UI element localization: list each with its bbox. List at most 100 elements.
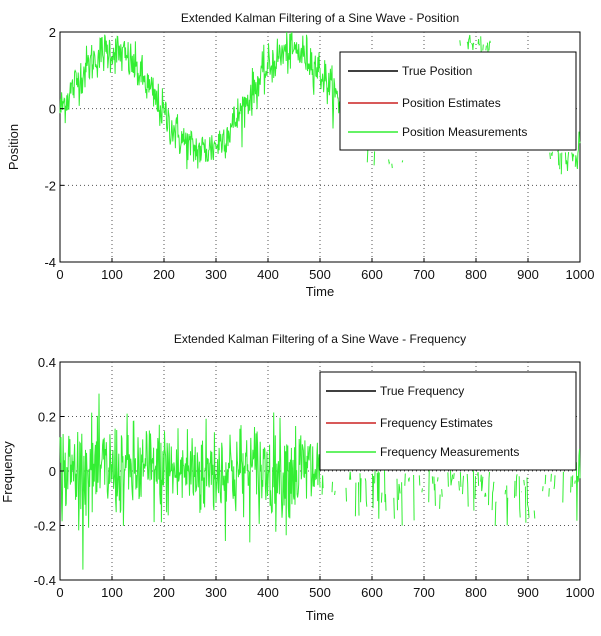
- measurements-line: [524, 486, 527, 523]
- measurements-line: [485, 45, 487, 51]
- measurements-line: [431, 476, 434, 484]
- x-tick-label: 900: [517, 267, 539, 282]
- measurements-line: [506, 485, 509, 526]
- position-y-ticks: -4 -2 0 2: [44, 25, 64, 270]
- position-legend: True Position Position Estimates Positio…: [339, 51, 577, 151]
- measurements-line: [491, 481, 495, 511]
- position-grid: [60, 32, 580, 262]
- measurements-line: [398, 483, 401, 500]
- measurements-line: [354, 482, 357, 517]
- measurements-line: [321, 475, 324, 495]
- measurements-line: [59, 393, 321, 570]
- frequency-series: [59, 393, 581, 570]
- measurements-line: [59, 31, 341, 170]
- measurements-line: [472, 470, 475, 511]
- measurements-line: [374, 470, 376, 484]
- measurements-line: [550, 473, 552, 482]
- measurements-line: [453, 473, 455, 480]
- frequency-legend-box: [319, 371, 577, 471]
- measurements-line: [450, 470, 454, 486]
- legend-label-position-measurements: Position Measurements: [402, 125, 527, 139]
- measurements-line: [349, 471, 352, 480]
- measurements-line: [571, 475, 574, 488]
- measurements-line: [523, 479, 525, 486]
- position-x-label: Time: [306, 284, 334, 299]
- measurements-line: [466, 473, 469, 507]
- measurements-line: [433, 476, 436, 506]
- measurements-line: [407, 477, 410, 482]
- measurements-line: [474, 476, 476, 499]
- x-tick-label: 600: [361, 585, 383, 600]
- x-tick-label: 700: [413, 585, 435, 600]
- legend-label-true-position: True Position: [402, 64, 472, 78]
- x-tick-label: 0: [56, 585, 63, 600]
- measurements-line: [384, 470, 387, 511]
- frequency-x-label: Time: [306, 608, 334, 623]
- x-tick-label: 600: [361, 267, 383, 282]
- measurements-line: [401, 482, 403, 526]
- y-tick-label: 0: [49, 464, 56, 479]
- y-tick-label: 0: [49, 102, 56, 117]
- position-legend-box: [339, 51, 577, 151]
- frequency-legend: True Frequency Frequency Estimates Frequ…: [319, 371, 577, 471]
- measurements-line: [482, 44, 484, 51]
- measurements-line: [437, 477, 439, 482]
- x-tick-label: 0: [56, 267, 63, 282]
- measurements-line: [471, 42, 475, 51]
- measurements-line: [396, 478, 398, 511]
- measurements-line: [462, 475, 464, 495]
- x-tick-label: 400: [257, 267, 279, 282]
- x-tick-label: 500: [309, 267, 331, 282]
- measurements-line: [533, 510, 536, 519]
- measurements-line: [458, 481, 460, 491]
- measurements-line: [358, 482, 360, 516]
- measurements-line: [571, 152, 575, 162]
- measurements-line: [574, 480, 576, 484]
- measurements-line: [447, 472, 449, 487]
- measurements-line: [393, 497, 395, 519]
- position-chart-title: Extended Kalman Filtering of a Sine Wave…: [181, 11, 459, 25]
- measurements-line: [515, 474, 518, 497]
- measurements-line: [559, 153, 561, 170]
- y-tick-label: -2: [44, 178, 56, 193]
- measurements-line: [372, 473, 375, 509]
- measurements-line: [570, 476, 572, 493]
- measurements-line: [488, 40, 492, 51]
- measurements-line: [494, 501, 497, 526]
- measurements-line: [549, 152, 551, 160]
- measurements-line: [345, 487, 347, 502]
- x-tick-label: 200: [153, 267, 175, 282]
- y-tick-label: 2: [49, 25, 56, 40]
- measurements-line: [366, 150, 369, 163]
- position-series: [59, 31, 581, 175]
- position-y-label: Position: [6, 124, 21, 170]
- measurements-line: [550, 151, 553, 156]
- measurements-line: [421, 488, 423, 493]
- x-tick-label: 800: [465, 585, 487, 600]
- measurements-line: [518, 476, 521, 518]
- measurements-line: [560, 152, 563, 175]
- measurements-line: [477, 472, 480, 486]
- frequency-chart-title: Extended Kalman Filtering of a Sine Wave…: [174, 332, 466, 346]
- y-tick-label: -0.4: [34, 573, 56, 588]
- frequency-y-ticks: -0.4 -0.2 0 0.2 0.4: [34, 355, 64, 588]
- x-tick-label: 400: [257, 585, 279, 600]
- measurements-line: [334, 490, 336, 496]
- legend-label-frequency-measurements: Frequency Measurements: [380, 445, 519, 459]
- measurements-line: [364, 478, 368, 507]
- measurements-line: [488, 471, 490, 506]
- y-tick-label: -4: [44, 255, 56, 270]
- measurements-line: [331, 481, 333, 493]
- measurements-line: [480, 36, 482, 52]
- x-tick-label: 300: [205, 267, 227, 282]
- y-tick-label: 0.2: [38, 410, 56, 425]
- measurements-line: [439, 494, 441, 509]
- legend-label-frequency-estimates: Frequency Estimates: [380, 416, 493, 430]
- x-tick-label: 800: [465, 267, 487, 282]
- measurements-line: [553, 475, 556, 490]
- measurements-line: [459, 472, 462, 487]
- measurements-line: [373, 151, 376, 166]
- legend-label-position-estimates: Position Estimates: [402, 96, 501, 110]
- measurements-line: [418, 475, 421, 486]
- measurements-line: [376, 471, 380, 519]
